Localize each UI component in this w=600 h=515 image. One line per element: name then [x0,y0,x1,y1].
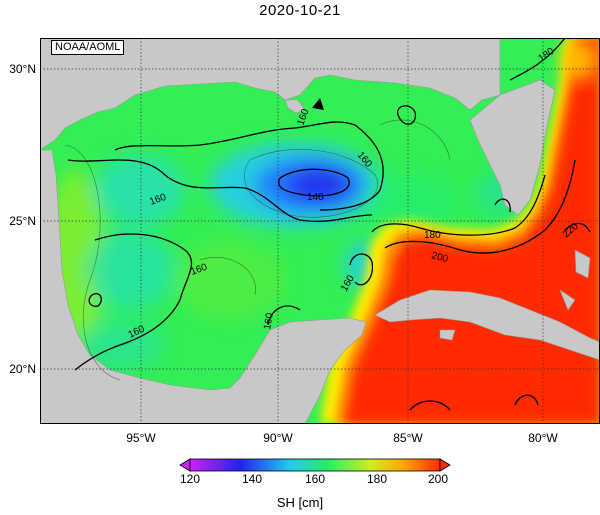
colorbar-tick-160: 160 [304,472,326,486]
lon-tick-90w: 90°W [263,431,293,445]
lon-tick-80w: 80°W [528,431,558,445]
colorbar-tick-140: 140 [241,472,263,486]
colorbar-tick-200: 200 [427,472,449,486]
contour-160-west [67,159,373,223]
colorbar-tick-120: 120 [179,472,201,486]
mexico-coast [40,149,367,424]
colorbar-gradient [189,458,441,472]
contour-200-cuba [409,400,451,411]
contour-220-atlantic [564,222,591,233]
sea-height-map: 160 160 160 160 160 140 160 180 200 180 … [40,38,600,424]
contour-label: 180 [424,230,441,241]
us-gulf-coast [40,38,501,151]
lat-tick-20n: 20°N [9,362,36,376]
contour-160-loop [74,233,192,371]
map-date-title: 2020-10-21 [259,2,341,19]
major-contours [67,38,591,411]
cuba [374,289,600,361]
contour-160-center [349,253,374,286]
florida-peninsula [469,79,556,216]
lat-tick-30n: 30°N [9,62,36,76]
contour-160-eddy [319,124,384,211]
credit-label: NOAA/AOML [51,40,125,55]
contour-160-se [494,198,511,213]
colorbar [179,458,451,472]
contour-labels: 160 160 160 160 160 140 160 180 200 180 … [127,46,581,341]
contour-160-sw [88,293,102,307]
contour-label: 200 [430,250,449,265]
bahamas [574,249,591,279]
colorbar-tick-180: 180 [366,472,388,486]
contour-label: 160 [262,312,276,331]
graticule [40,38,600,424]
contour-160-south [267,305,301,326]
land [40,38,600,424]
contour-200-east [514,394,539,406]
contour-200-loop [384,159,576,254]
isla-de-la-juventud [439,329,456,341]
lon-tick-85w: 85°W [393,431,423,445]
contour-160-north [114,121,356,151]
contour-label: 140 [307,192,324,203]
contour-140-eddy [278,168,350,197]
colorbar-low-arrow [179,458,191,472]
colorbar-high-arrow [439,458,451,472]
colorbar-title: SH [cm] [276,495,324,510]
eddy-center-marker [312,98,324,110]
lat-tick-25n: 25°N [9,214,36,228]
contour-160-east [397,105,417,125]
minor-contours [64,119,451,381]
contour-180-atlantic [509,38,566,81]
lon-tick-95w: 95°W [126,431,156,445]
mississippi-delta [284,99,306,114]
contour-180-loop [371,174,546,236]
